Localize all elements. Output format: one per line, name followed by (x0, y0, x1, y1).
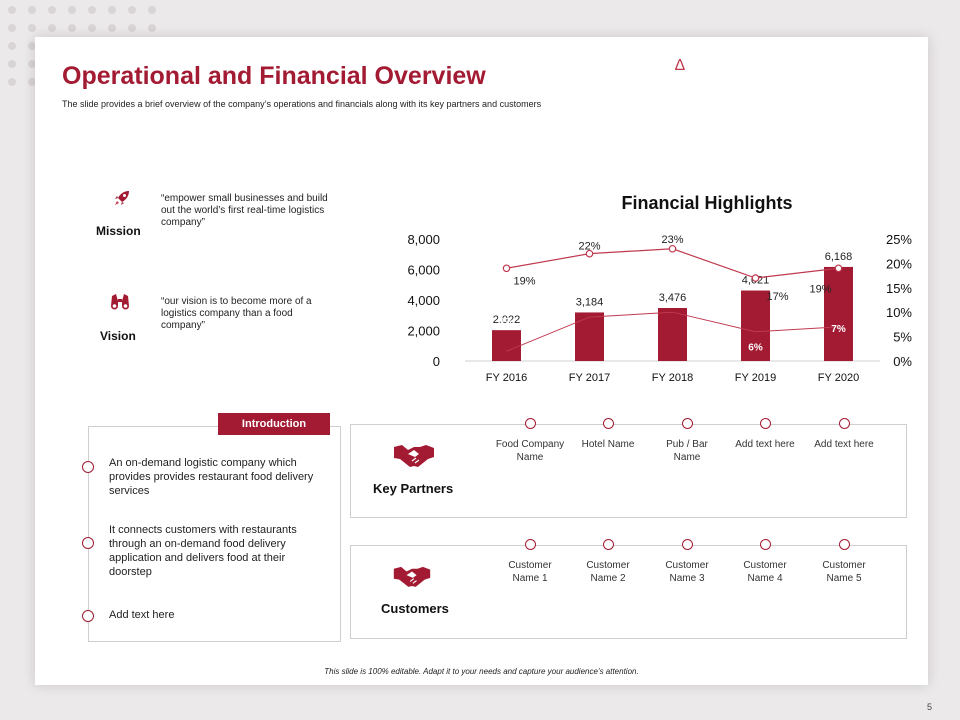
net-margin-label: 9% (582, 283, 597, 294)
x-tick-label: FY 2019 (735, 372, 776, 384)
customers-label: Customers (381, 601, 449, 616)
net-margin-label: 2% (499, 317, 514, 328)
vision-label: Vision (100, 329, 136, 343)
net-margin-label: 10% (662, 278, 682, 289)
customer-node (839, 539, 850, 550)
customer-node (525, 539, 536, 550)
introduction-header: Introduction (218, 413, 330, 435)
handshake-icon (393, 566, 431, 587)
y-right-tick-label: 0% (893, 354, 912, 369)
customers-panel (350, 545, 907, 639)
revenue-bar (492, 330, 521, 361)
customer-name-4: Customer Name 4 (743, 560, 787, 584)
operating-margin-label: 22% (578, 241, 600, 253)
page-title: Operational and Financial Overview (62, 62, 486, 90)
x-tick-label: FY 2018 (652, 372, 693, 384)
customer-name-3: Customer Name 3 (665, 560, 709, 584)
customer-name-2: Customer Name 2 (586, 560, 630, 584)
partner-node (603, 418, 614, 429)
partner-name-5: Add text here (814, 439, 874, 450)
x-tick-label: FY 2016 (486, 372, 527, 384)
key-partners-label: Key Partners (373, 481, 454, 496)
partner-node (839, 418, 850, 429)
key-partners-panel (350, 424, 907, 518)
partner-name-2: Hotel Name (581, 439, 635, 450)
vision-text: “our vision is to become more of a logis… (161, 296, 312, 331)
operating-margin-point (751, 274, 760, 282)
y-right-tick-label: 10% (886, 305, 912, 320)
operating-margin-line (506, 248, 839, 279)
net-margin-label: 6% (748, 343, 763, 354)
page-subtitle: The slide provides a brief overview of t… (62, 99, 542, 109)
operating-margin-label: 23% (661, 234, 683, 246)
revenue-data-label: 2,022 (493, 314, 521, 326)
y-right-tick-label: 5% (893, 330, 912, 345)
customer-node (682, 539, 693, 550)
y-left-tick-label: 4,000 (407, 293, 440, 308)
partner-node (682, 418, 693, 429)
financial-highlights-chart: Financial Highlights 0 2,000 4,000 6,000 8,00… (407, 193, 912, 384)
operating-margin-point (585, 249, 594, 258)
y-left-tick-label: 2,000 (407, 324, 440, 339)
x-tick-label: FY 2020 (818, 372, 859, 384)
operating-margin-label: 17% (766, 291, 788, 303)
operating-margin-point (668, 244, 677, 253)
revenue-bar (575, 312, 604, 361)
introduction-bullet-1: An on-demand logistic company which prov… (109, 457, 314, 497)
customer-node (760, 539, 771, 550)
bullet-marker (82, 461, 94, 473)
customer-name-5: Customer Name 5 (822, 560, 866, 584)
y-left-tick-label: 8,000 (407, 232, 440, 247)
introduction-panel (88, 426, 341, 642)
revenue-bar (824, 266, 853, 361)
x-tick-label: FY 2017 (569, 372, 610, 384)
partner-node (760, 418, 771, 429)
y-right-tick-label: 20% (886, 256, 912, 271)
introduction-bullet-3: Add text here (109, 609, 175, 621)
net-margin-line (506, 311, 839, 352)
introduction-bullet-2: It connects customers with restaurants t… (109, 524, 297, 578)
operating-margin-label: 19% (809, 283, 831, 295)
rocket-icon (115, 191, 129, 205)
revenue-data-label: 3,476 (659, 292, 687, 304)
revenue-bar (658, 307, 687, 361)
partner-name-4: Add text here (735, 439, 795, 450)
y-left-tick-label: 6,000 (407, 263, 440, 278)
bullet-marker (82, 610, 94, 622)
customer-node (603, 539, 614, 550)
chart-title: Financial Highlights (621, 193, 792, 213)
operating-margin-point (502, 264, 511, 273)
partner-node (525, 418, 536, 429)
revenue-data-label: 6,168 (825, 251, 853, 263)
y-left-tick-label: 0 (433, 354, 440, 369)
y-right-tick-label: 25% (886, 232, 912, 247)
customer-name-1: Customer Name 1 (508, 560, 552, 584)
operating-margin-label: 19% (513, 275, 535, 287)
footer-note: This slide is 100% editable. Adapt it to… (324, 667, 639, 676)
net-margin-label: 7% (831, 324, 846, 335)
mission-label: Mission (96, 224, 141, 238)
bullet-marker (82, 537, 94, 549)
y-right-tick-label: 15% (886, 281, 912, 296)
mission-text: “empower small businesses and build out … (161, 193, 328, 228)
binoculars-icon (111, 294, 129, 310)
triangle-icon: ∆ (675, 57, 685, 74)
partner-name-1: Food Company Name (495, 439, 565, 463)
handshake-icon (394, 445, 434, 467)
page-number: 5 (927, 702, 933, 712)
revenue-bar (741, 290, 770, 361)
operating-margin-point (834, 264, 843, 273)
partner-name-3: Pub / Bar Name (666, 439, 708, 463)
slide: Operational and Financial Overview The s… (35, 37, 928, 685)
revenue-data-label: 3,184 (576, 296, 604, 308)
